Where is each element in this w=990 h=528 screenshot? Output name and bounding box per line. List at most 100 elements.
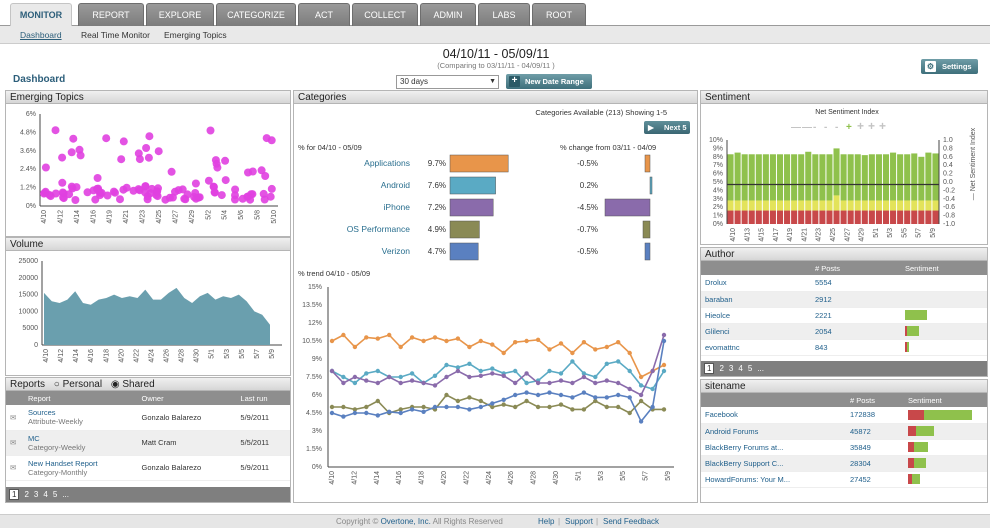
topic-bubble[interactable] xyxy=(191,179,200,188)
trend-point[interactable] xyxy=(341,404,346,410)
sentiment-negative-bar[interactable] xyxy=(819,210,826,224)
topic-bubble[interactable] xyxy=(244,168,252,177)
author-row[interactable]: baraban 2912 xyxy=(701,291,987,308)
trend-point[interactable] xyxy=(398,410,403,416)
trend-point[interactable] xyxy=(432,335,438,340)
author-column-sentiment[interactable]: Sentiment xyxy=(901,261,987,275)
topic-bubble[interactable] xyxy=(244,192,253,201)
topic-bubble[interactable] xyxy=(41,163,50,172)
support-link[interactable]: Support xyxy=(565,517,594,526)
trend-point[interactable] xyxy=(627,395,632,400)
trend-point[interactable] xyxy=(421,404,426,410)
sentiment-neutral-bar[interactable] xyxy=(833,195,840,211)
topic-bubble[interactable] xyxy=(161,195,170,204)
report-name-link[interactable]: Sources xyxy=(28,408,56,418)
topic-bubble[interactable] xyxy=(266,192,275,201)
trend-point[interactable] xyxy=(341,414,346,419)
sentiment-neutral-bar[interactable] xyxy=(861,200,868,211)
sentiment-neutral-bar[interactable] xyxy=(769,200,776,211)
column-last-run[interactable]: Last run xyxy=(236,391,290,405)
page-link[interactable]: ... xyxy=(62,490,69,499)
topic-bubble[interactable] xyxy=(135,155,144,164)
trend-point[interactable] xyxy=(547,390,552,395)
sentiment-negative-bar[interactable] xyxy=(762,210,769,224)
date-range-select[interactable]: 30 days ▼ xyxy=(396,75,499,89)
trend-point[interactable] xyxy=(570,395,575,400)
trend-point[interactable] xyxy=(616,359,621,364)
trend-point[interactable] xyxy=(398,374,403,380)
sentiment-neutral-bar[interactable] xyxy=(776,200,784,211)
trend-point[interactable] xyxy=(375,380,380,386)
sentiment-negative-bar[interactable] xyxy=(875,210,882,224)
sentiment-neutral-bar[interactable] xyxy=(798,200,805,211)
trend-point[interactable] xyxy=(547,368,552,374)
trend-point[interactable] xyxy=(375,368,380,374)
trend-point[interactable] xyxy=(638,398,644,404)
trend-point[interactable] xyxy=(627,368,632,374)
author-posts[interactable]: 5554 xyxy=(811,275,901,292)
category-bar[interactable] xyxy=(449,220,480,239)
trend-point[interactable] xyxy=(398,344,403,350)
sentiment-neutral-bar[interactable] xyxy=(741,200,748,211)
sentiment-neutral-bar[interactable] xyxy=(784,200,791,211)
topic-bubble[interactable] xyxy=(181,195,190,204)
trend-point[interactable] xyxy=(398,407,403,412)
trend-point[interactable] xyxy=(593,395,598,400)
trend-point[interactable] xyxy=(581,407,587,412)
subnav-real-time-monitor[interactable]: Real Time Monitor xyxy=(81,30,150,40)
trend-point[interactable] xyxy=(581,374,587,380)
sentiment-neutral-bar[interactable] xyxy=(727,200,734,211)
sitename-column-sentiment[interactable]: Sentiment xyxy=(904,393,987,407)
trend-point[interactable] xyxy=(375,398,380,404)
category-change-bar[interactable] xyxy=(644,154,651,173)
sentiment-negative-bar[interactable] xyxy=(769,210,776,224)
author-column-posts[interactable]: # Posts xyxy=(811,261,901,275)
topic-bubble[interactable] xyxy=(58,153,67,162)
trend-point[interactable] xyxy=(627,410,632,416)
topic-bubble[interactable] xyxy=(267,136,276,145)
sentiment-negative-bar[interactable] xyxy=(925,210,932,224)
sentiment-positive-bar[interactable] xyxy=(854,154,861,201)
trend-point[interactable] xyxy=(341,380,346,386)
sentiment-neutral-bar[interactable] xyxy=(882,200,890,211)
sentiment-positive-bar[interactable] xyxy=(819,154,826,201)
mail-icon[interactable]: ✉ xyxy=(6,430,24,456)
topic-bubble[interactable] xyxy=(119,137,128,146)
trend-point[interactable] xyxy=(593,398,598,404)
trend-point[interactable] xyxy=(329,410,335,416)
trend-point[interactable] xyxy=(661,362,667,368)
report-name-link[interactable]: MC xyxy=(28,433,40,443)
trend-point[interactable] xyxy=(364,404,369,410)
sitename-row[interactable]: Android Forums 45872 xyxy=(701,423,987,440)
trend-point[interactable] xyxy=(570,407,575,412)
topic-bubble[interactable] xyxy=(261,172,270,180)
topic-bubble[interactable] xyxy=(69,134,78,143)
sentiment-neutral-bar[interactable] xyxy=(918,200,925,211)
sitename-name-link[interactable]: HowardForums: Your M... xyxy=(701,471,846,488)
trend-point[interactable] xyxy=(661,332,667,338)
trend-point[interactable] xyxy=(490,371,495,376)
trend-point[interactable] xyxy=(467,395,472,400)
trend-point[interactable] xyxy=(581,340,587,345)
trend-point[interactable] xyxy=(501,373,506,378)
sitename-row[interactable]: BlackBerry Support C... 28304 xyxy=(701,455,987,472)
sentiment-positive-bar[interactable] xyxy=(769,154,776,201)
trend-point[interactable] xyxy=(638,383,644,388)
sentiment-negative-bar[interactable] xyxy=(854,210,861,224)
help-link[interactable]: Help xyxy=(538,517,555,526)
sentiment-negative-bar[interactable] xyxy=(798,210,805,224)
trend-point[interactable] xyxy=(524,338,529,344)
sentiment-negative-bar[interactable] xyxy=(812,210,819,224)
trend-point[interactable] xyxy=(375,336,380,341)
category-change-bar[interactable] xyxy=(642,220,651,239)
sentiment-positive-bar[interactable] xyxy=(791,154,798,201)
category-name[interactable]: iPhone xyxy=(384,202,411,212)
sentiment-positive-bar[interactable] xyxy=(734,152,741,201)
trend-point[interactable] xyxy=(490,366,495,371)
author-row[interactable]: Glilenci 2054 xyxy=(701,323,987,340)
trend-point[interactable] xyxy=(547,347,552,352)
trend-point[interactable] xyxy=(638,392,644,398)
subnav-emerging-topics[interactable]: Emerging Topics xyxy=(164,30,227,40)
sentiment-positive-bar[interactable] xyxy=(882,154,890,201)
sentiment-neutral-bar[interactable] xyxy=(847,200,854,211)
